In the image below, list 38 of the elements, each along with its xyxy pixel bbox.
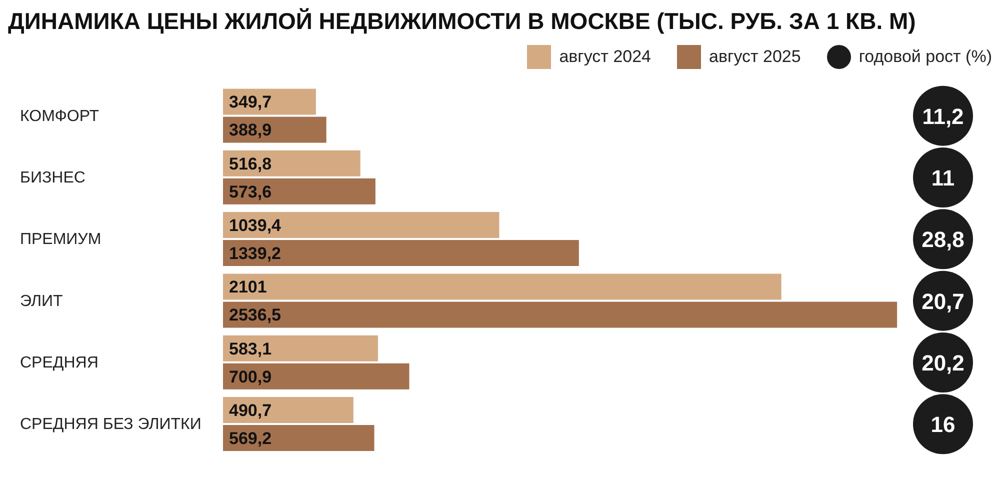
bar xyxy=(223,335,378,362)
y-tick-label: СРЕДНЯЯ xyxy=(20,354,98,372)
data-label: 583,1 xyxy=(229,339,272,358)
bar xyxy=(223,274,782,300)
y-tick-label: СРЕДНЯЯ БЕЗ ЭЛИТКИ xyxy=(20,416,202,434)
data-label: 28,8 xyxy=(922,227,964,252)
legend-label: годовой рост (%) xyxy=(858,47,992,67)
y-tick-label: ПРЕМИУМ xyxy=(20,231,102,248)
y-tick-label: ЭЛИТ xyxy=(20,292,63,310)
bar xyxy=(223,212,500,238)
data-label: 1039,4 xyxy=(229,216,282,236)
bar xyxy=(223,363,410,390)
bar xyxy=(223,397,354,424)
data-label: 20,2 xyxy=(922,350,964,376)
data-label: 569,2 xyxy=(229,429,272,448)
data-label: 2536,5 xyxy=(229,306,281,325)
data-label: 11 xyxy=(931,166,955,190)
data-label: 20,7 xyxy=(922,288,964,314)
data-label: 490,7 xyxy=(229,401,272,420)
data-label: 388,9 xyxy=(229,120,272,140)
legend-label: август 2024 xyxy=(559,47,652,67)
bar xyxy=(223,240,579,266)
data-label: 516,8 xyxy=(229,154,272,174)
chart-title: ДИНАМИКА ЦЕНЫ ЖИЛОЙ НЕДВИЖИМОСТИ В МОСКВЕ (ТЫС. РУБ. ЗА 1 КВ. М) xyxy=(8,8,917,35)
bar xyxy=(223,425,374,452)
data-label: 11,2 xyxy=(922,104,964,129)
legend-label: август 2025 xyxy=(709,47,801,67)
y-tick-label: КОМФОРТ xyxy=(20,108,100,125)
bar xyxy=(223,150,360,176)
data-label: 2101 xyxy=(229,278,267,297)
bar xyxy=(223,302,898,328)
data-label: 1339,2 xyxy=(229,244,281,264)
data-label: 349,7 xyxy=(229,92,272,112)
y-tick-label: БИЗНЕС xyxy=(20,170,86,186)
data-label: 16 xyxy=(930,412,956,438)
data-label: 573,6 xyxy=(229,182,272,202)
bar xyxy=(223,178,376,204)
data-label: 700,9 xyxy=(229,367,272,386)
